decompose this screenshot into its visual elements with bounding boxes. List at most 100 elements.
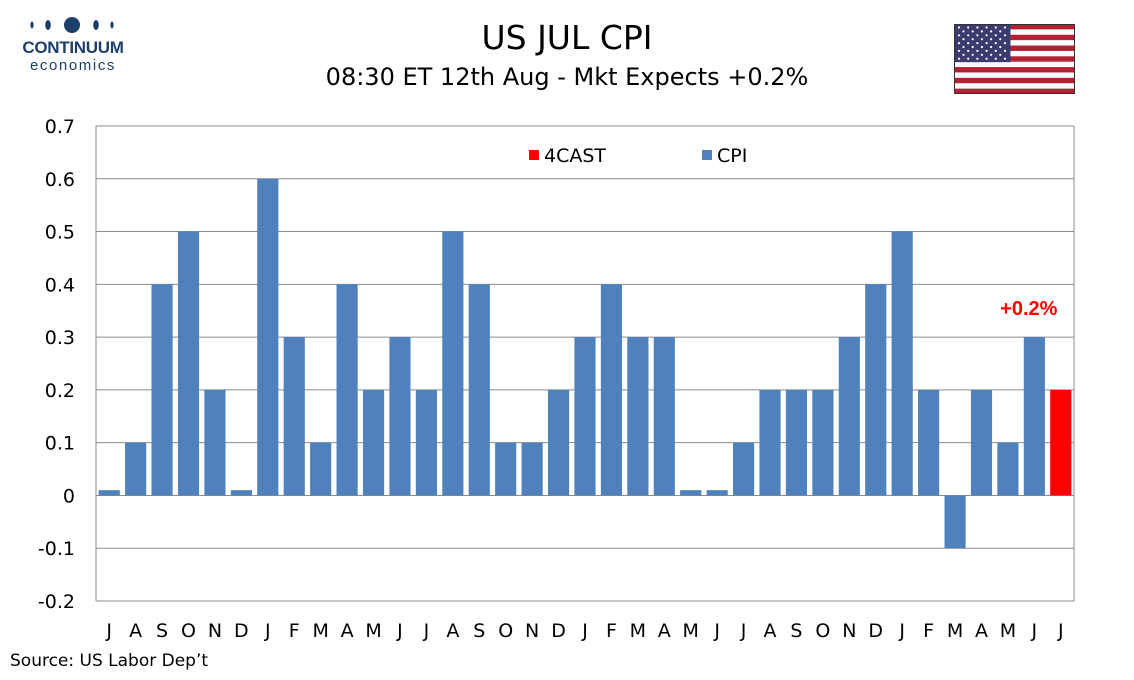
bar-cpi-10	[362, 389, 385, 496]
y-tick-label: 0.3	[45, 327, 75, 349]
bar-cpi-25	[759, 389, 781, 496]
bar-cpi-31	[918, 389, 940, 496]
bar-cpi-12	[415, 389, 437, 496]
x-tick-label: J	[396, 620, 403, 642]
source-note: Source: US Labor Dep’t	[10, 651, 209, 671]
x-tick-label: S	[473, 620, 485, 642]
x-tick-label: S	[156, 620, 168, 642]
bar-cpi-35	[1023, 337, 1045, 496]
bar-cpi-22	[680, 490, 702, 496]
bar-cpi-19	[600, 284, 623, 496]
logo-sub-text: economics	[29, 57, 117, 74]
bar-cpi-20	[627, 337, 649, 496]
annotations: +0.2%	[1000, 298, 1057, 320]
y-tick-label: 0.7	[45, 116, 75, 138]
bar-cpi-2	[151, 284, 173, 496]
x-tick-label: A	[341, 620, 354, 642]
bar-cpi-3	[177, 231, 200, 496]
x-tick-label: A	[975, 620, 988, 642]
x-tick-label: M	[312, 620, 328, 642]
y-tick-label: -0.2	[38, 591, 75, 613]
x-tick-label: M	[1000, 620, 1016, 642]
x-tick-label: O	[815, 620, 830, 642]
bar-cpi-26	[785, 389, 808, 496]
bar-cpi-23	[706, 490, 728, 496]
x-tick-label: D	[234, 620, 249, 642]
bar-cpi-14	[468, 284, 490, 496]
x-tick-label: N	[525, 620, 539, 642]
y-tick-label: 0.2	[45, 380, 75, 402]
bars	[98, 178, 1072, 549]
y-tick-label: 0.5	[45, 222, 75, 244]
bar-cpi-0	[98, 490, 120, 496]
bar-cpi-1	[125, 442, 147, 496]
bar-4cast-36	[1050, 389, 1072, 496]
x-tick-label: N	[842, 620, 856, 642]
forecast-annotation: +0.2%	[1000, 298, 1057, 320]
x-tick-label: F	[923, 620, 934, 642]
x-tick-label: O	[498, 620, 513, 642]
bar-cpi-15	[495, 442, 517, 496]
bar-cpi-33	[970, 389, 993, 496]
x-tick-label: J	[264, 620, 271, 642]
y-tick-label: -0.1	[38, 538, 75, 560]
x-tick-label: O	[181, 620, 196, 642]
bar-cpi-11	[389, 337, 411, 496]
x-tick-label: N	[208, 620, 222, 642]
x-tick-label: A	[446, 620, 459, 642]
bar-cpi-8	[310, 442, 332, 496]
bar-cpi-34	[997, 442, 1019, 496]
x-tick-label: D	[551, 620, 566, 642]
x-tick-label: D	[868, 620, 883, 642]
bar-cpi-18	[574, 337, 596, 496]
us-flag-icon	[954, 24, 1075, 94]
legend: 4CAST CPI	[529, 145, 747, 167]
bar-cpi-13	[442, 231, 464, 496]
logo-brand-text: CONTINUUM	[22, 38, 124, 57]
bar-cpi-16	[521, 442, 543, 496]
bar-cpi-27	[812, 389, 834, 496]
bar-cpi-32	[944, 495, 966, 549]
y-axis-tick-labels: 0.7 0.6 0.5 0.4 0.3 0.2 0.1 0 -0.1 -0.2	[38, 116, 75, 613]
x-tick-label: J	[105, 620, 112, 642]
legend-swatch-4cast	[529, 150, 539, 160]
bar-cpi-24	[733, 442, 755, 496]
x-tick-label: A	[764, 620, 777, 642]
x-tick-label: M	[365, 620, 381, 642]
x-tick-label: F	[606, 620, 617, 642]
x-tick-label: A	[129, 620, 142, 642]
bar-cpi-29	[865, 284, 887, 496]
x-tick-label: A	[658, 620, 671, 642]
legend-label-cpi: CPI	[717, 145, 747, 167]
x-tick-label: J	[423, 620, 430, 642]
y-tick-label: 0.4	[45, 274, 75, 296]
x-tick-label: J	[1031, 620, 1038, 642]
x-tick-label: J	[740, 620, 747, 642]
legend-swatch-cpi	[702, 150, 712, 160]
chart-subtitle: 08:30 ET 12th Aug - Mkt Expects +0.2%	[325, 63, 809, 91]
chart-title: US JUL CPI	[481, 18, 653, 57]
x-tick-label: M	[683, 620, 699, 642]
legend-label-4cast: 4CAST	[544, 145, 606, 167]
bar-cpi-21	[653, 337, 675, 496]
continuum-logo: CONTINUUM economics	[14, 14, 134, 74]
bar-cpi-28	[838, 337, 860, 496]
x-tick-label: J	[898, 620, 905, 642]
y-tick-label: 0.1	[45, 433, 75, 455]
x-tick-label: M	[630, 620, 646, 642]
x-tick-label: J	[1057, 620, 1064, 642]
x-tick-label: M	[947, 620, 963, 642]
bar-cpi-9	[336, 284, 358, 496]
y-tick-label: 0	[63, 485, 75, 507]
bar-cpi-5	[230, 490, 252, 496]
x-tick-label: S	[790, 620, 802, 642]
x-tick-label: J	[713, 620, 720, 642]
bar-cpi-6	[257, 178, 279, 496]
bar-cpi-30	[891, 231, 913, 496]
x-tick-label: J	[581, 620, 588, 642]
bar-cpi-4	[204, 389, 226, 496]
y-tick-label: 0.6	[45, 169, 75, 191]
bar-cpi-17	[547, 389, 570, 496]
